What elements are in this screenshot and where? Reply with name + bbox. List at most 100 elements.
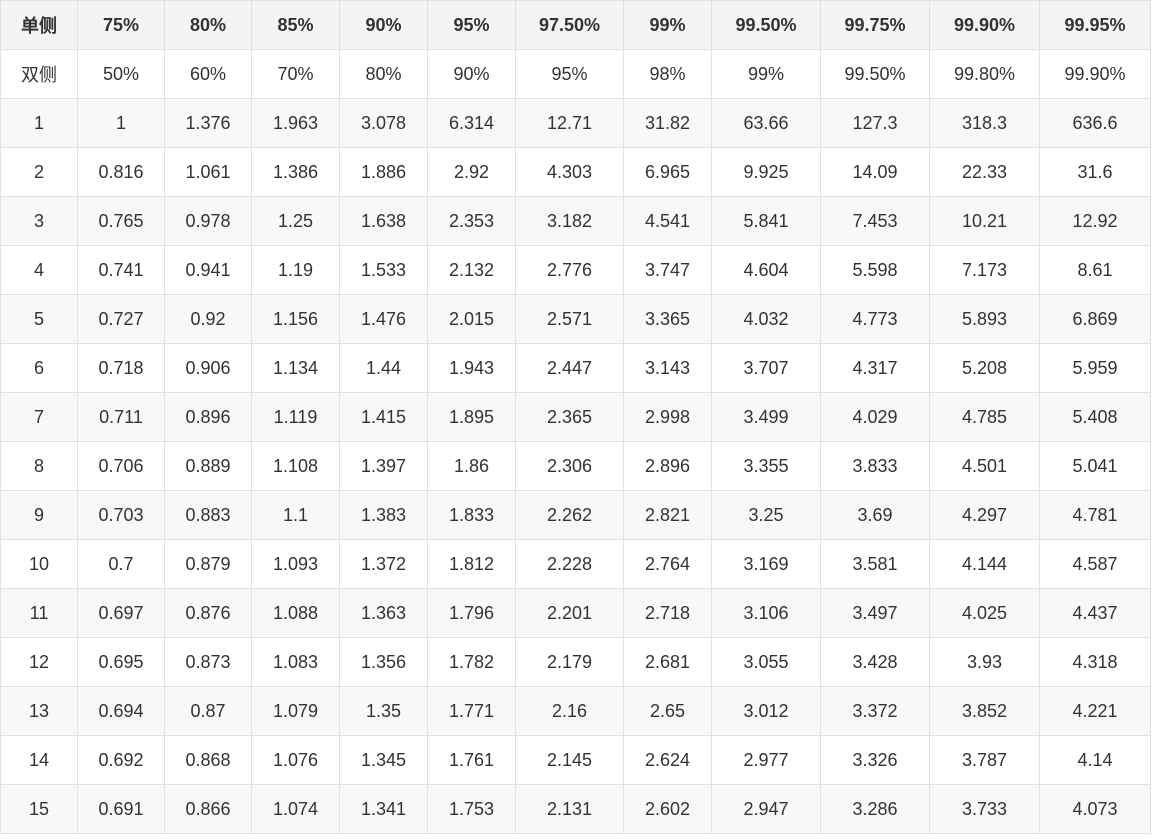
table-cell: 1.833	[427, 490, 516, 540]
table-row: 7 0.711 0.896 1.119 1.415 1.895 2.365 2.998 3.49…	[0, 392, 1151, 442]
table-cell: 99%	[711, 49, 821, 99]
table-cell: 2.602	[623, 784, 712, 834]
table-row: 双侧 50% 60% 70% 80% 90% 95% 98% 99% 99.50% 99.80% 99…	[0, 49, 1151, 99]
table-cell: 7.453	[820, 196, 930, 246]
table-cell: 5.041	[1039, 441, 1151, 491]
table-cell: 0.692	[77, 735, 165, 785]
header-cell: 97.50%	[515, 0, 624, 50]
table-cell: 3.787	[929, 735, 1040, 785]
header-cell: 80%	[164, 0, 252, 50]
table-cell: 4.144	[929, 539, 1040, 589]
table-cell: 4.773	[820, 294, 930, 344]
table-cell: 3.25	[711, 490, 821, 540]
table-cell: 0.906	[164, 343, 252, 393]
table-cell: 0.868	[164, 735, 252, 785]
table-cell: 12.92	[1039, 196, 1151, 246]
table-cell: 1.753	[427, 784, 516, 834]
table-header: 单侧 75% 80% 85% 90% 95% 97.50% 99% 99.50% 99.75% 99…	[0, 0, 1151, 50]
header-cell: 99.90%	[929, 0, 1040, 50]
table-cell: 31.6	[1039, 147, 1151, 197]
table-cell: 5.959	[1039, 343, 1151, 393]
table-cell: 1.812	[427, 539, 516, 589]
table-cell: 12.71	[515, 98, 624, 148]
header-cell-label: 单侧	[0, 0, 78, 50]
table-cell: 0.718	[77, 343, 165, 393]
table-cell: 99.90%	[1039, 49, 1151, 99]
table-row: 4 0.741 0.941 1.19 1.533 2.132 2.776 3.747 4.604…	[0, 245, 1151, 295]
table-cell: 3.012	[711, 686, 821, 736]
table-cell: 2.306	[515, 441, 624, 491]
table-cell: 2.821	[623, 490, 712, 540]
table-cell: 0.978	[164, 196, 252, 246]
table-cell: 0.889	[164, 441, 252, 491]
table-cell: 4.297	[929, 490, 1040, 540]
table-cell: 2.571	[515, 294, 624, 344]
table-cell: 2.228	[515, 539, 624, 589]
table-cell: 1.886	[339, 147, 428, 197]
table-cell: 90%	[427, 49, 516, 99]
table-cell: 4.781	[1039, 490, 1151, 540]
table-cell: 0.876	[164, 588, 252, 638]
table-cell: 4.032	[711, 294, 821, 344]
table-cell: 3.326	[820, 735, 930, 785]
table-cell: 3.69	[820, 490, 930, 540]
table-cell: 1.376	[164, 98, 252, 148]
table-cell: 4.14	[1039, 735, 1151, 785]
table-cell: 3.747	[623, 245, 712, 295]
table-cell: 3.428	[820, 637, 930, 687]
table-cell: 1.134	[251, 343, 340, 393]
row-label-cell: 15	[0, 784, 78, 834]
table-cell: 5.598	[820, 245, 930, 295]
row-label-cell: 9	[0, 490, 78, 540]
table-cell: 1.796	[427, 588, 516, 638]
table-cell: 0.706	[77, 441, 165, 491]
table-cell: 1	[77, 98, 165, 148]
row-label-cell: 8	[0, 441, 78, 491]
table-cell: 4.025	[929, 588, 1040, 638]
table-cell: 0.741	[77, 245, 165, 295]
table-cell: 1.25	[251, 196, 340, 246]
table-cell: 2.447	[515, 343, 624, 393]
table-cell: 4.317	[820, 343, 930, 393]
table-row: 14 0.692 0.868 1.076 1.345 1.761 2.145 2.624 2.9…	[0, 735, 1151, 785]
table-cell: 31.82	[623, 98, 712, 148]
row-label-cell: 11	[0, 588, 78, 638]
table-cell: 4.303	[515, 147, 624, 197]
table-cell: 4.604	[711, 245, 821, 295]
table-cell: 1.076	[251, 735, 340, 785]
table-cell: 95%	[515, 49, 624, 99]
table-cell: 1.083	[251, 637, 340, 687]
table-cell: 3.143	[623, 343, 712, 393]
table-cell: 0.883	[164, 490, 252, 540]
table-row: 1 1 1.376 1.963 3.078 6.314 12.71 31.82 63.66 127…	[0, 98, 1151, 148]
table-cell: 3.355	[711, 441, 821, 491]
table-cell: 1.356	[339, 637, 428, 687]
table-body: 双侧 50% 60% 70% 80% 90% 95% 98% 99% 99.50% 99.80% 99…	[0, 49, 1151, 834]
table-cell: 0.87	[164, 686, 252, 736]
table-cell: 0.816	[77, 147, 165, 197]
header-cell: 99.75%	[820, 0, 930, 50]
table-cell: 0.703	[77, 490, 165, 540]
table-cell: 1.771	[427, 686, 516, 736]
header-cell: 85%	[251, 0, 340, 50]
table-cell: 0.879	[164, 539, 252, 589]
table-cell: 2.65	[623, 686, 712, 736]
table-cell: 3.499	[711, 392, 821, 442]
table-row: 2 0.816 1.061 1.386 1.886 2.92 4.303 6.965 9.925…	[0, 147, 1151, 197]
table-cell: 3.055	[711, 637, 821, 687]
table-cell: 1.895	[427, 392, 516, 442]
table-row: 11 0.697 0.876 1.088 1.363 1.796 2.201 2.718 3.1…	[0, 588, 1151, 638]
row-label-cell: 3	[0, 196, 78, 246]
table-cell: 9.925	[711, 147, 821, 197]
table-cell: 2.145	[515, 735, 624, 785]
header-cell: 75%	[77, 0, 165, 50]
table-cell: 5.893	[929, 294, 1040, 344]
header-row: 单侧 75% 80% 85% 90% 95% 97.50% 99% 99.50% 99.75% 99…	[0, 0, 1151, 50]
table-cell: 5.408	[1039, 392, 1151, 442]
header-cell: 95%	[427, 0, 516, 50]
table-cell: 1.782	[427, 637, 516, 687]
table-cell: 70%	[251, 49, 340, 99]
table-cell: 318.3	[929, 98, 1040, 148]
row-label-cell: 2	[0, 147, 78, 197]
